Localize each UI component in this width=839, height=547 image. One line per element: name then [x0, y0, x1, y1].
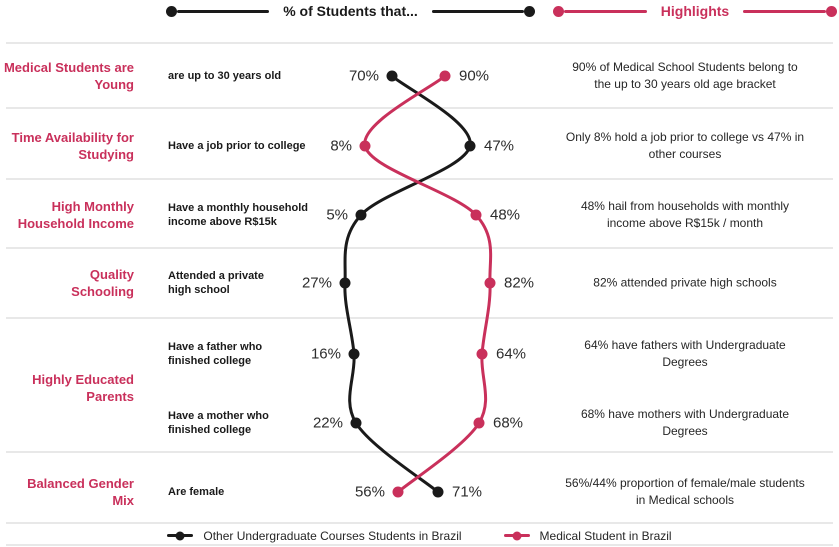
legend-label: Other Undergraduate Courses Students in …	[203, 528, 462, 543]
data-point-dot	[473, 417, 485, 429]
highlight-text: 56%/44% proportion of female/male studen…	[565, 476, 805, 507]
series-line-other	[343, 74, 472, 494]
percent-label: 27%	[301, 274, 332, 292]
legend-marker-medical	[503, 534, 530, 537]
highlight-text: 48% hail from households with monthly in…	[580, 199, 790, 230]
statement-label: are up to 30 years old	[168, 70, 282, 82]
line-endpoint-dot	[826, 5, 837, 17]
line-endpoint-dot	[166, 5, 177, 17]
chart-title-group: % of Students that...	[166, 2, 535, 20]
row-divider	[6, 107, 833, 109]
category-label: High Monthly Household Income	[17, 199, 134, 231]
category-label: Medical Students are Young	[3, 60, 134, 92]
legend-label: Medical Student in Brazil	[539, 528, 672, 543]
percent-label: 22%	[312, 414, 343, 432]
percent-label: 16%	[310, 345, 341, 363]
highlight-text: 68% have mothers with Undergraduate Degr…	[580, 407, 790, 438]
percent-label: 5%	[326, 206, 348, 224]
data-point-dot	[432, 486, 444, 498]
legend-item-medical: Medical Student in Brazil	[503, 528, 672, 543]
connector-line	[431, 9, 524, 13]
bottom-border	[6, 544, 833, 546]
legend-marker-other	[167, 534, 194, 537]
legend-item-other: Other Undergraduate Courses Students in …	[167, 528, 462, 543]
connector-line	[177, 9, 270, 13]
statement-label: Have a monthly household income above R$…	[168, 202, 308, 228]
highlight-text: 64% have fathers with Undergraduate Degr…	[584, 338, 786, 369]
data-point-dot	[386, 70, 398, 82]
data-point-dot	[392, 486, 404, 498]
data-point-dot	[470, 209, 482, 221]
line-endpoint-dot	[553, 5, 564, 17]
category-label: Highly Educated Parents	[32, 372, 134, 404]
highlights-title-group: Highlights	[553, 2, 837, 20]
row-divider	[6, 522, 833, 524]
category-label: Time Availability for Studying	[11, 130, 134, 162]
percent-label: 64%	[496, 345, 527, 363]
data-point-dot	[476, 348, 488, 360]
data-point-dot	[348, 348, 360, 360]
percent-label: 82%	[504, 274, 535, 292]
highlight-text: 90% of Medical School Students belong to…	[572, 60, 798, 91]
data-point-dot	[355, 209, 367, 221]
data-point-dot	[350, 417, 362, 429]
percent-label: 47%	[484, 137, 515, 155]
category-label: Balanced Gender Mix	[27, 476, 134, 508]
statement-label: Are female	[168, 486, 225, 498]
data-point-dot	[439, 70, 451, 82]
percent-label: 8%	[330, 137, 352, 155]
row-divider	[6, 451, 833, 453]
row-divider	[6, 178, 833, 180]
statement-label: Have a father who finished college	[168, 341, 263, 367]
connector-line	[564, 9, 647, 13]
percent-label: 48%	[490, 206, 521, 224]
series-line-medical	[363, 74, 493, 494]
row-divider	[6, 317, 833, 319]
highlight-text: 82% attended private high schools	[593, 275, 777, 290]
row-divider	[6, 247, 833, 249]
data-point-dot	[484, 277, 496, 289]
statement-label: Attended a private high school	[168, 270, 264, 296]
statement-label: Have a job prior to college	[168, 140, 306, 152]
percent-label: 56%	[354, 483, 385, 501]
highlights-title: Highlights	[660, 3, 730, 19]
highlight-text: Only 8% hold a job prior to college vs 4…	[565, 130, 805, 161]
chart-title: % of Students that...	[283, 3, 418, 19]
row-divider	[6, 42, 833, 44]
line-endpoint-dot	[524, 5, 535, 17]
connector-line	[743, 9, 826, 13]
data-point-dot	[339, 277, 351, 289]
statement-label: Have a mother who finished college	[168, 410, 269, 436]
category-label: Quality Schooling	[71, 267, 134, 299]
percent-label: 70%	[348, 67, 379, 85]
percent-label: 68%	[493, 414, 524, 432]
data-point-dot	[464, 140, 476, 152]
percent-label: 71%	[452, 483, 483, 501]
data-point-dot	[359, 140, 371, 152]
percent-label: 90%	[459, 67, 490, 85]
legend: Other Undergraduate Courses Students in …	[0, 524, 839, 547]
